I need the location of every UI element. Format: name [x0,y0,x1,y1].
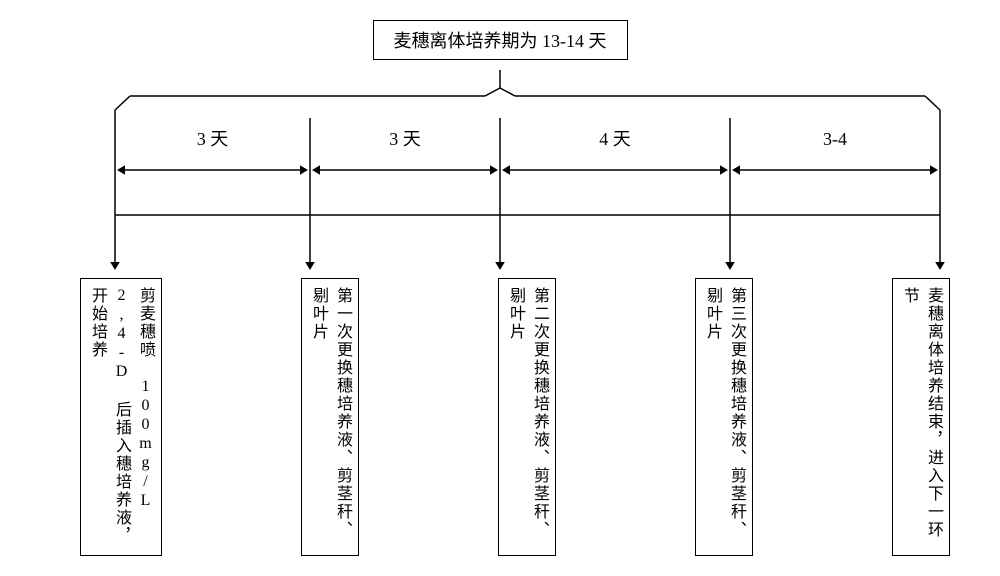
svg-text:3-4: 3-4 [823,129,847,149]
step-box-2: 第一次更换穗培养液、剪茎秆、剔叶片 [301,278,359,556]
svg-text:3 天: 3 天 [197,129,229,149]
svg-text:4 天: 4 天 [599,129,631,149]
step-box-5: 麦穗离体培养结束，进入下一环节 [892,278,950,556]
step-box-3: 第二次更换穗培养液、剪茎秆、剔叶片 [498,278,556,556]
step-box-1: 剪麦穗喷 100mg/L 2,4-D 后插入穗培养液，开始培养 [80,278,162,556]
title-box: 麦穗离体培养期为 13-14 天 [373,20,628,60]
svg-text:3 天: 3 天 [389,129,421,149]
title-text: 麦穗离体培养期为 13-14 天 [394,31,607,51]
step-box-4: 第三次更换穗培养液、剪茎秆、剔叶片 [695,278,753,556]
timeline-diagram: 3 天 3 天 4 天 3-4 [20,70,980,280]
steps-row: 剪麦穗喷 100mg/L 2,4-D 后插入穗培养液，开始培养 第一次更换穗培养液… [20,278,980,556]
